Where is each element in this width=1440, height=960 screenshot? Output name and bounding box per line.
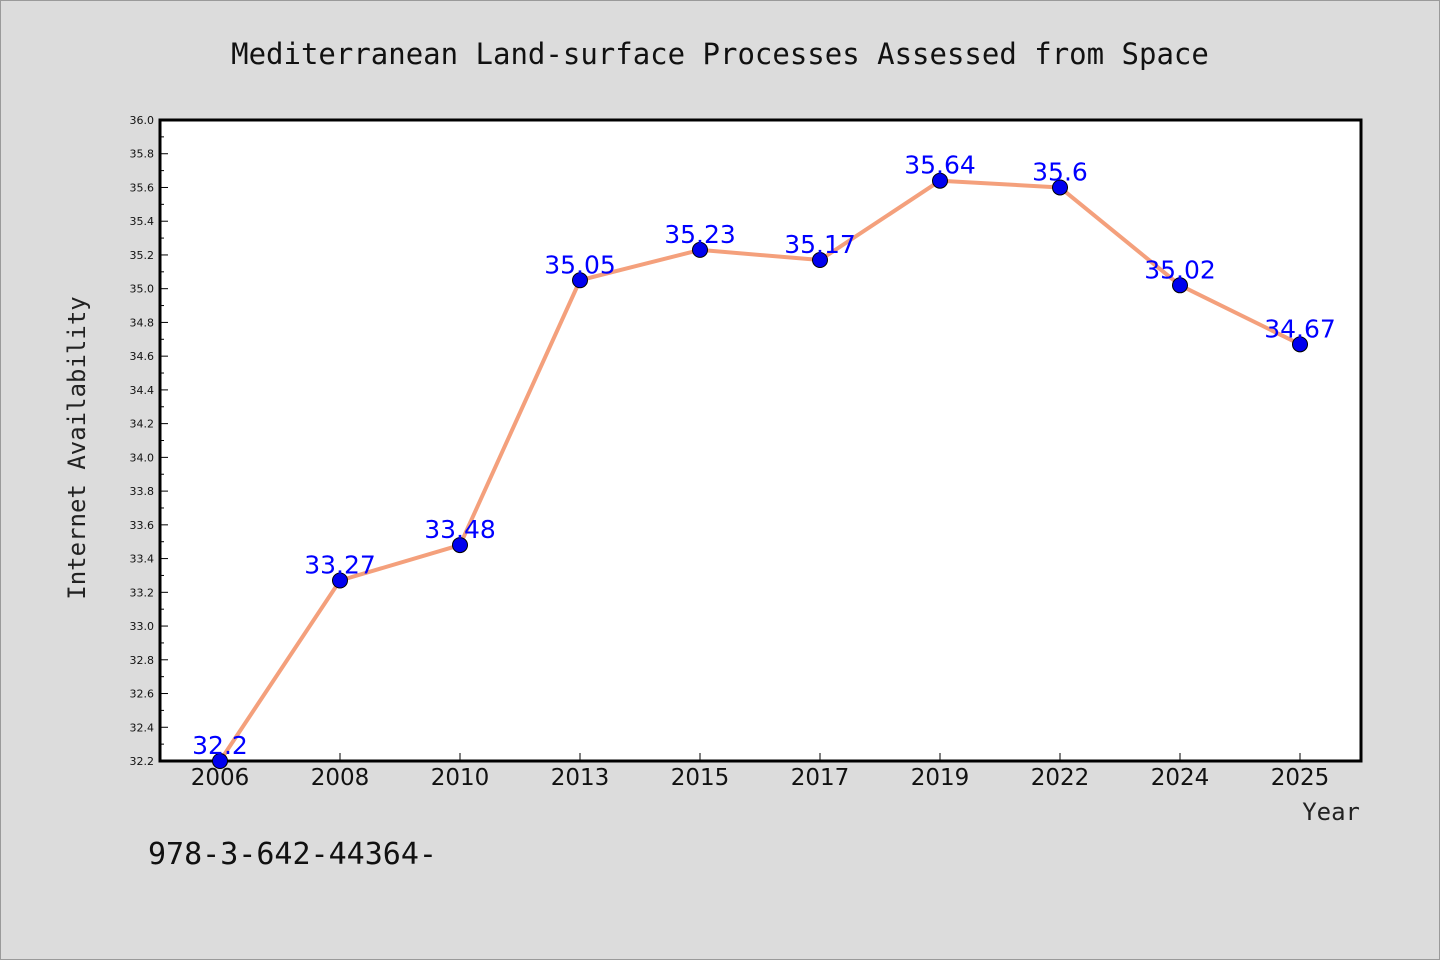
- data-point: [1052, 179, 1068, 196]
- y-tick-label: 33.6: [130, 519, 155, 532]
- y-tick-label: 32.4: [130, 721, 155, 734]
- data-label: 35.05: [544, 250, 616, 279]
- data-label: 33.48: [424, 515, 496, 544]
- y-tick-label: 34.8: [130, 316, 155, 329]
- x-tick-label: 2013: [551, 765, 610, 791]
- data-point: [572, 272, 588, 289]
- y-tick-label: 35.4: [130, 215, 155, 228]
- y-tick-label: 35.8: [130, 148, 155, 161]
- data-point: [452, 537, 468, 554]
- y-tick-label: 34.2: [130, 418, 155, 431]
- series-layer: 32.2 33.27 33.48 35.05 35.23 35.17 35.64 35.6 35…: [192, 151, 1336, 769]
- data-point: [692, 241, 708, 258]
- y-tick-label: 32.6: [130, 688, 155, 701]
- data-point: [332, 572, 348, 589]
- x-tick-label: 2025: [1271, 765, 1330, 791]
- y-tick-label: 34.0: [130, 451, 155, 464]
- x-axis-title: Year: [1302, 798, 1360, 826]
- y-tick-label: 35.2: [130, 249, 155, 262]
- data-point: [1172, 277, 1188, 294]
- chart-title: Mediterranean Land-surface Processes Ass…: [231, 37, 1209, 71]
- x-tick-label: 2022: [1031, 765, 1090, 791]
- y-tick-label: 35.0: [130, 283, 155, 296]
- plot-area: [158, 118, 1363, 763]
- data-label: 34.67: [1264, 314, 1336, 343]
- y-tick-label: 34.4: [130, 384, 155, 397]
- data-point: [212, 753, 228, 769]
- y-tick-label: 32.2: [130, 755, 155, 768]
- data-label: 35.02: [1144, 255, 1216, 284]
- data-label: 35.17: [784, 230, 856, 259]
- x-tick-label: 2024: [1151, 765, 1210, 791]
- x-tick-label: 2006: [191, 765, 250, 791]
- y-tick-label: 33.2: [130, 586, 155, 599]
- x-axis: 2006 2008 2010 2013 2015 2017 2019 2022 2024 2025: [191, 753, 1330, 791]
- x-tick-label: 2015: [671, 765, 730, 791]
- y-tick-label: 32.8: [130, 654, 155, 667]
- y-tick-label: 35.6: [130, 181, 155, 194]
- data-label: 35.23: [664, 220, 736, 249]
- data-label: 33.27: [304, 551, 376, 580]
- y-axis-title: Internet Availability: [63, 296, 91, 599]
- data-label: 32.2: [192, 731, 248, 760]
- x-tick-label: 2010: [431, 765, 490, 791]
- data-point: [932, 172, 948, 189]
- series-line: [218, 178, 1301, 763]
- y-tick-label: 33.4: [130, 553, 155, 566]
- y-tick-label: 33.8: [130, 485, 155, 498]
- data-point: [812, 252, 828, 269]
- x-tick-label: 2008: [311, 765, 370, 791]
- x-tick-label: 2019: [911, 765, 970, 791]
- footer-code: 978-3-642-44364-: [148, 837, 437, 872]
- data-point: [1292, 336, 1308, 353]
- y-tick-label: 34.6: [130, 350, 155, 363]
- data-label: 35.64: [904, 151, 976, 180]
- x-tick-label: 2017: [791, 765, 850, 791]
- data-label: 35.6: [1032, 157, 1088, 186]
- y-tick-label: 36.0: [130, 114, 155, 127]
- y-axis: 32.2 32.4 32.6 32.8 33.0 33.2 33.4 33.6 33.8 34.0…: [130, 114, 168, 768]
- y-tick-label: 33.0: [130, 620, 155, 633]
